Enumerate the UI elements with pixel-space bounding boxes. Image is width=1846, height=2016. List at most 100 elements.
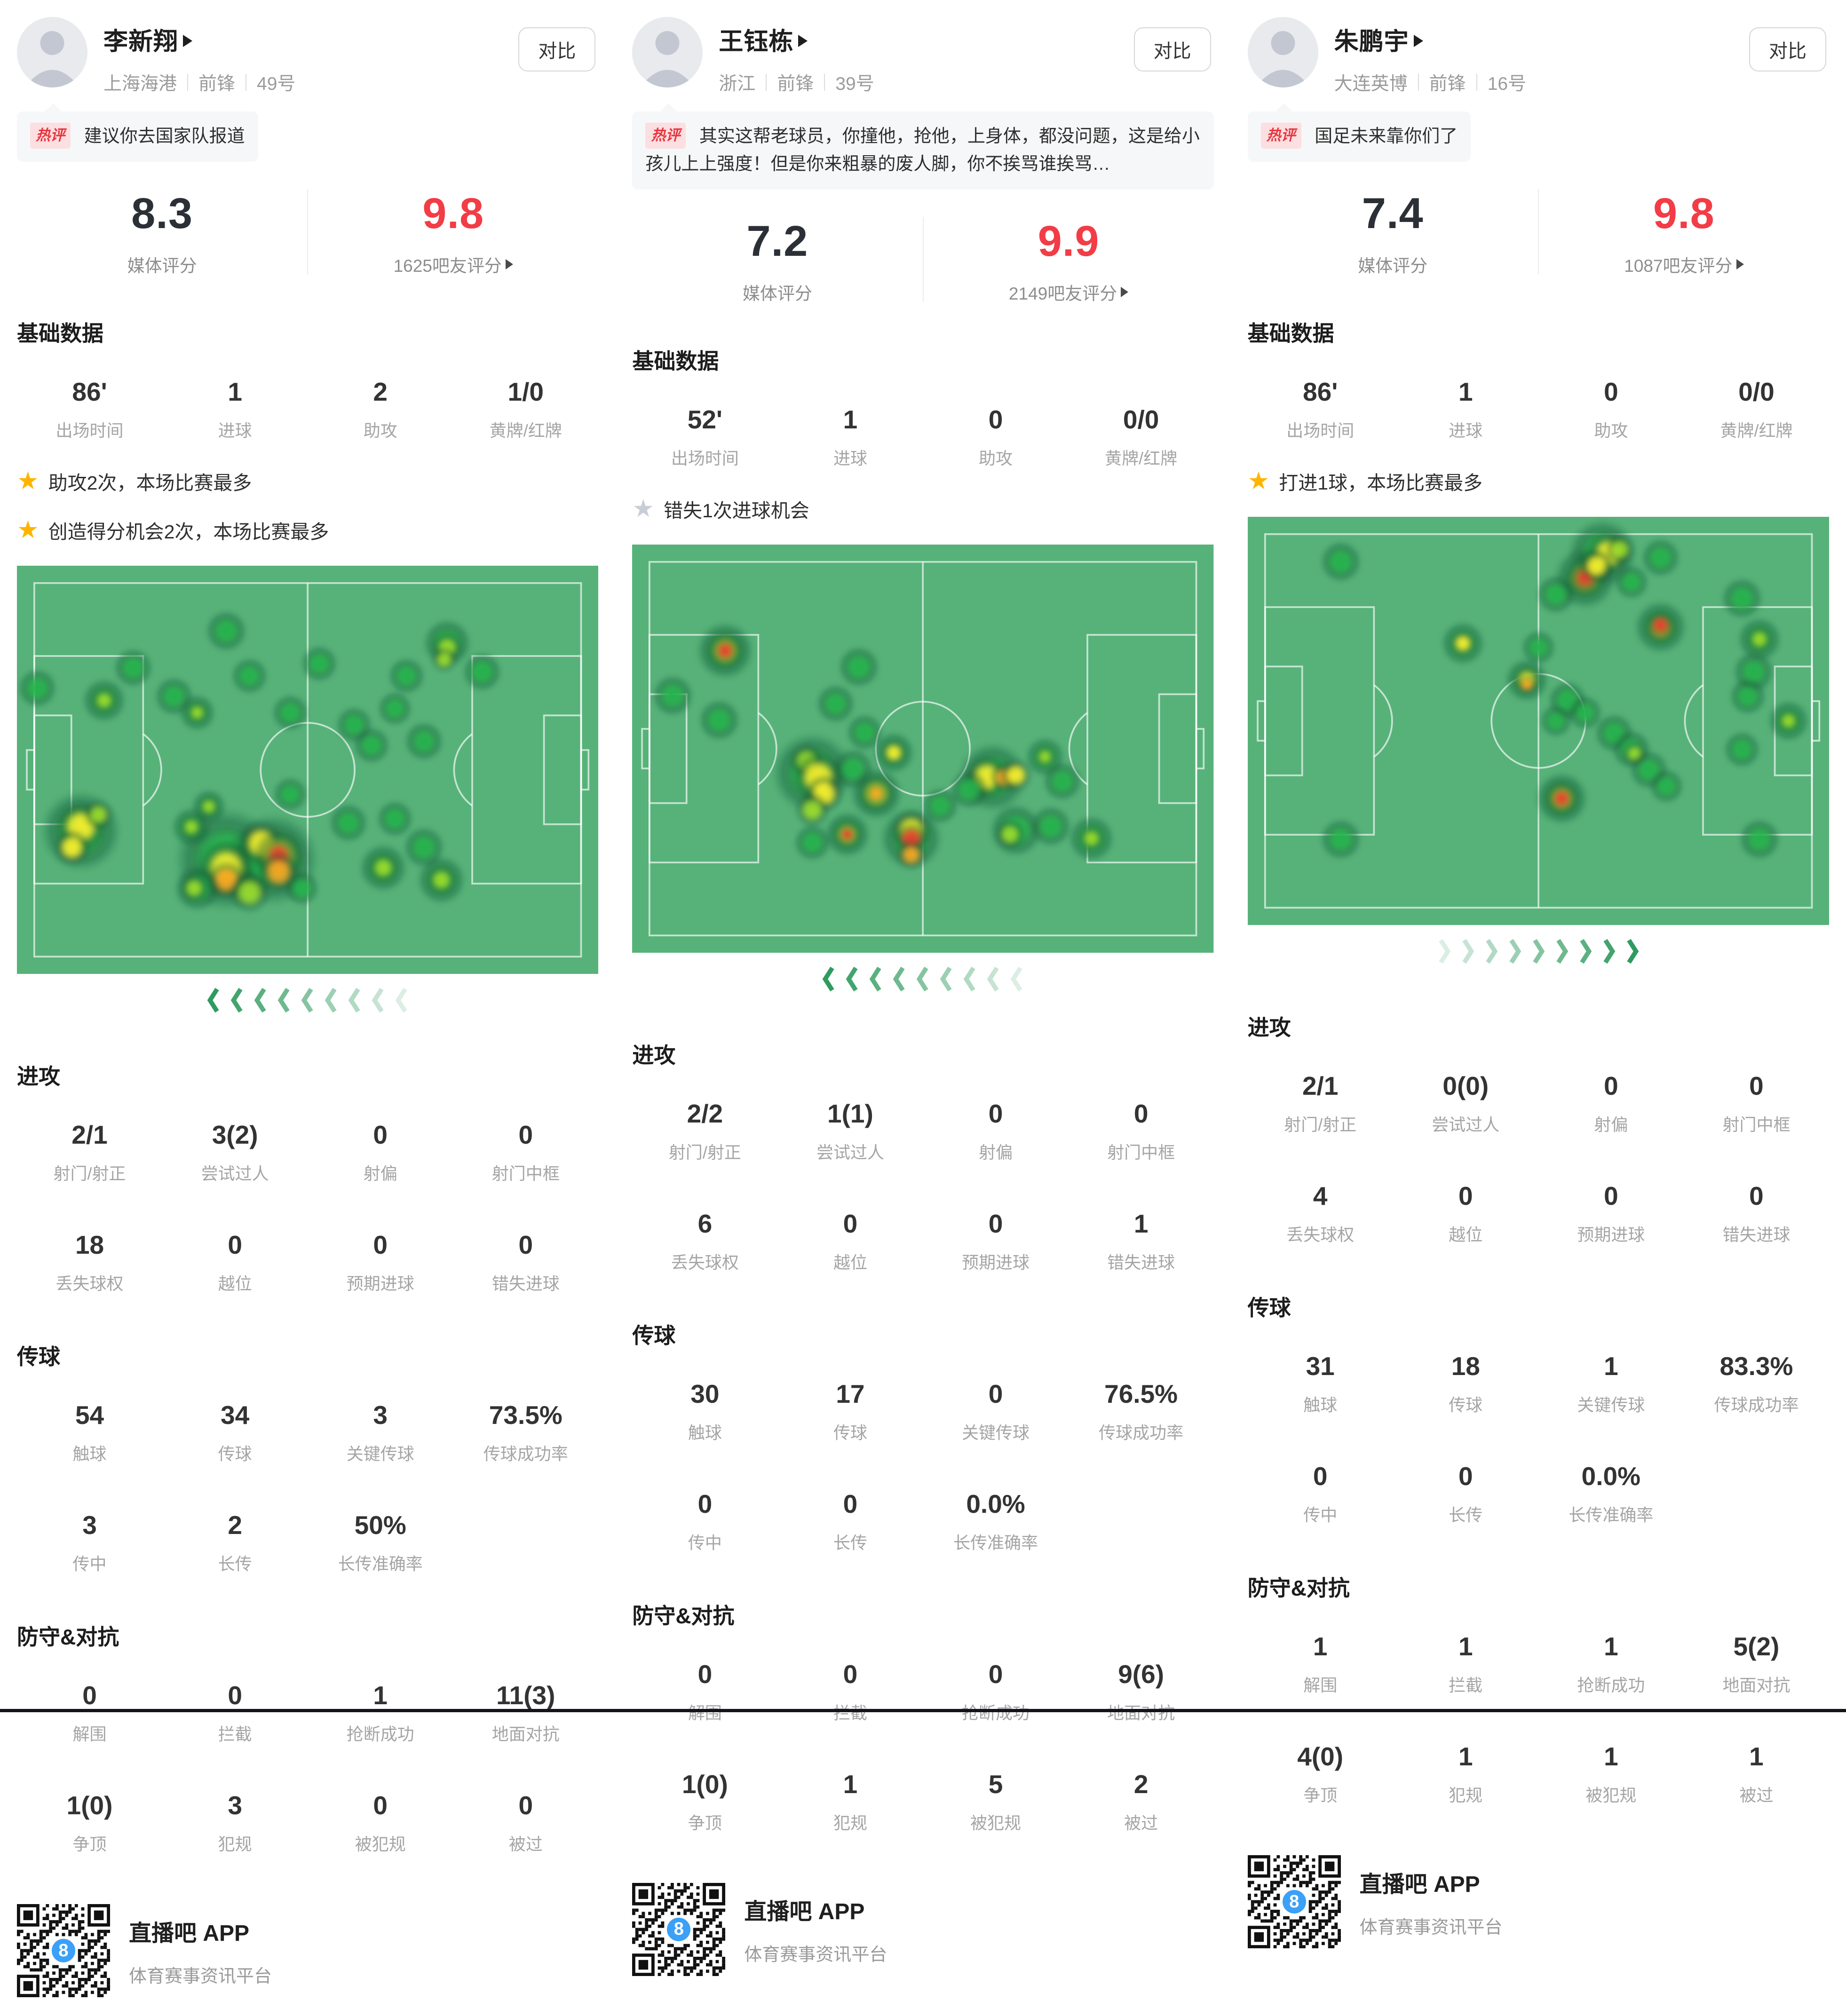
stat-cell: 0 射偏 (1538, 1071, 1684, 1136)
stat-value: 3 (82, 1510, 97, 1540)
stat-label: 进球 (1449, 421, 1483, 441)
defense-stats-grid: 0 解围 0 拦截 1 抢断成功 11(3) 地面对抗 (17, 1680, 598, 1855)
stat-value: 0.0% (1581, 1462, 1641, 1491)
fan-rating[interactable]: 9.8 1625吧友评分 (308, 182, 598, 281)
fan-rating[interactable]: 9.9 2149吧友评分 (924, 210, 1214, 308)
stat-cell: 4(0) 争顶 (1248, 1741, 1393, 1806)
stat-label: 传中 (72, 1554, 107, 1574)
player-name-row[interactable]: 朱鹏宇 (1334, 22, 1526, 57)
media-rating: 7.2 媒体评分 (632, 210, 922, 308)
footer-text: 直播吧 APP 体育赛事资讯平台 (129, 1914, 272, 1987)
stat-value: 0 (373, 1230, 388, 1260)
media-rating-label: 媒体评分 (127, 256, 197, 276)
compare-button[interactable]: 对比 (1749, 27, 1826, 71)
compare-button[interactable]: 对比 (518, 27, 596, 71)
stat-label: 解围 (1303, 1676, 1338, 1695)
stat-label: 被犯规 (970, 1813, 1022, 1833)
player-card: 李新翔 上海海港 前锋 49号 对比 热评 建议你去国家队报道 (0, 0, 615, 2016)
chevron-left-icon (987, 966, 999, 992)
stat-label: 长传 (833, 1533, 867, 1552)
section-title-defense: 防守&对抗 (1247, 1576, 1350, 1601)
basic-stats-grid: 86' 出场时间 1 进球 0 助攻 0/0 黄牌/红牌 (1248, 377, 1829, 442)
fan-rating-label-text: 2149吧友评分 (1008, 284, 1117, 303)
stat-label: 射门中框 (491, 1164, 560, 1184)
chevron-left-icon (846, 966, 858, 992)
stat-cell: 0.0% 长传准确率 (923, 1489, 1068, 1554)
stat-cell: 0 长传 (1393, 1461, 1538, 1526)
hot-comment-bubble: 热评 其实这帮老球员，你撞他，抢他，上身体，都没问题，这是给小孩儿上上强度！但是… (632, 111, 1214, 190)
player-name-row[interactable]: 李新翔 (103, 22, 295, 57)
stat-label: 尝试过人 (201, 1164, 269, 1184)
passing-stats-grid: 30 触球 17 传球 0 关键传球 76.5% 传球成功率 (632, 1379, 1213, 1554)
section-title-attack: 进攻 (1247, 1015, 1291, 1040)
fan-rating[interactable]: 9.8 1087吧友评分 (1539, 182, 1829, 281)
stat-value: 0 (1313, 1462, 1328, 1491)
team-name: 大连英博 (1334, 74, 1408, 94)
stat-value: 1 (1458, 377, 1473, 407)
divider (824, 74, 825, 91)
stat-cell: 0 关键传球 (923, 1379, 1068, 1444)
player-name-row[interactable]: 王钰栋 (719, 22, 874, 57)
shirt-number: 16号 (1487, 74, 1527, 94)
stat-value: 0.0% (966, 1489, 1025, 1518)
defense-stats-grid: 0 解围 0 拦截 0 抢断成功 9(6) 地面对抗 (632, 1659, 1213, 1834)
stat-value: 0 (843, 1209, 858, 1238)
stat-label: 地面对抗 (1722, 1676, 1791, 1695)
stat-value: 5 (988, 1769, 1003, 1799)
stat-value: 3 (228, 1791, 242, 1820)
avatar[interactable] (632, 17, 703, 87)
avatar[interactable] (1247, 17, 1318, 87)
stat-label: 犯规 (1449, 1786, 1483, 1805)
stat-label: 射偏 (979, 1142, 1013, 1162)
stat-label: 争顶 (688, 1813, 722, 1833)
stat-value: 0 (518, 1120, 533, 1150)
stat-cell: 1 解围 (1248, 1631, 1393, 1696)
stat-value: 0 (988, 1209, 1003, 1238)
stat-cell: 4 丢失球权 (1248, 1181, 1393, 1246)
stat-value: 0 (373, 1791, 388, 1820)
stat-cell: 18 传球 (1393, 1351, 1538, 1416)
team-name: 上海海港 (103, 74, 177, 94)
stat-cell: 1(0) 争顶 (17, 1790, 162, 1855)
highlight-item: ★ 打进1球，本场比赛最多 (1248, 467, 1829, 495)
stat-label: 被过 (1124, 1813, 1158, 1833)
heatmap (1247, 517, 1829, 965)
hot-comment-row: 热评 国足未来靠你们了 (1247, 111, 1829, 162)
stat-label: 出场时间 (671, 448, 739, 468)
stat-value: 1 (1313, 1632, 1328, 1661)
stat-label: 触球 (1303, 1395, 1338, 1415)
player-meta: 王钰栋 浙江 前锋 39号 (719, 17, 874, 95)
stat-cell: 3 犯规 (162, 1790, 308, 1855)
compare-button[interactable]: 对比 (1133, 27, 1211, 71)
stat-value: 73.5% (489, 1400, 563, 1430)
footer-tagline: 体育赛事资讯平台 (744, 1945, 887, 1965)
media-rating: 7.4 媒体评分 (1248, 182, 1538, 281)
stat-label: 拦截 (1449, 1676, 1483, 1695)
chevron-right-icon (1580, 939, 1592, 964)
stat-cell: 1 关键传球 (1538, 1351, 1684, 1416)
fan-rating-label-text: 1087吧友评分 (1624, 256, 1733, 276)
stat-cell: 0 预期进球 (308, 1230, 453, 1295)
stat-value: 83.3% (1719, 1352, 1793, 1381)
stat-value: 9(6) (1118, 1659, 1165, 1689)
stat-value: 2/1 (1302, 1071, 1339, 1101)
stat-cell: 2 长传 (162, 1510, 308, 1575)
passing-stats-grid: 54 触球 34 传球 3 关键传球 73.5% 传球成功率 (17, 1400, 598, 1575)
attack-direction-arrows (1248, 937, 1829, 965)
avatar[interactable] (17, 17, 87, 87)
footer-app-name: 直播吧 APP (129, 1921, 250, 1946)
section-title-passing: 传球 (1247, 1296, 1291, 1320)
app-footer: 8 直播吧 APP 体育赛事资讯平台 (17, 1904, 598, 2016)
stat-label: 传球 (833, 1423, 867, 1442)
stat-cell: 1 错失进球 (1069, 1209, 1214, 1273)
stat-value: 2/2 (687, 1099, 723, 1128)
section-title-defense: 防守&对抗 (632, 1603, 735, 1628)
stat-value: 0 (1604, 1071, 1618, 1101)
stat-cell: 0 抢断成功 (923, 1659, 1068, 1724)
stat-value: 0 (988, 1379, 1003, 1408)
stat-value: 2/1 (71, 1120, 108, 1150)
stat-label: 传球成功率 (1714, 1395, 1799, 1415)
ratings-divider (307, 189, 309, 275)
section-title-passing: 传球 (632, 1323, 676, 1348)
footer-tagline: 体育赛事资讯平台 (129, 1966, 272, 1986)
